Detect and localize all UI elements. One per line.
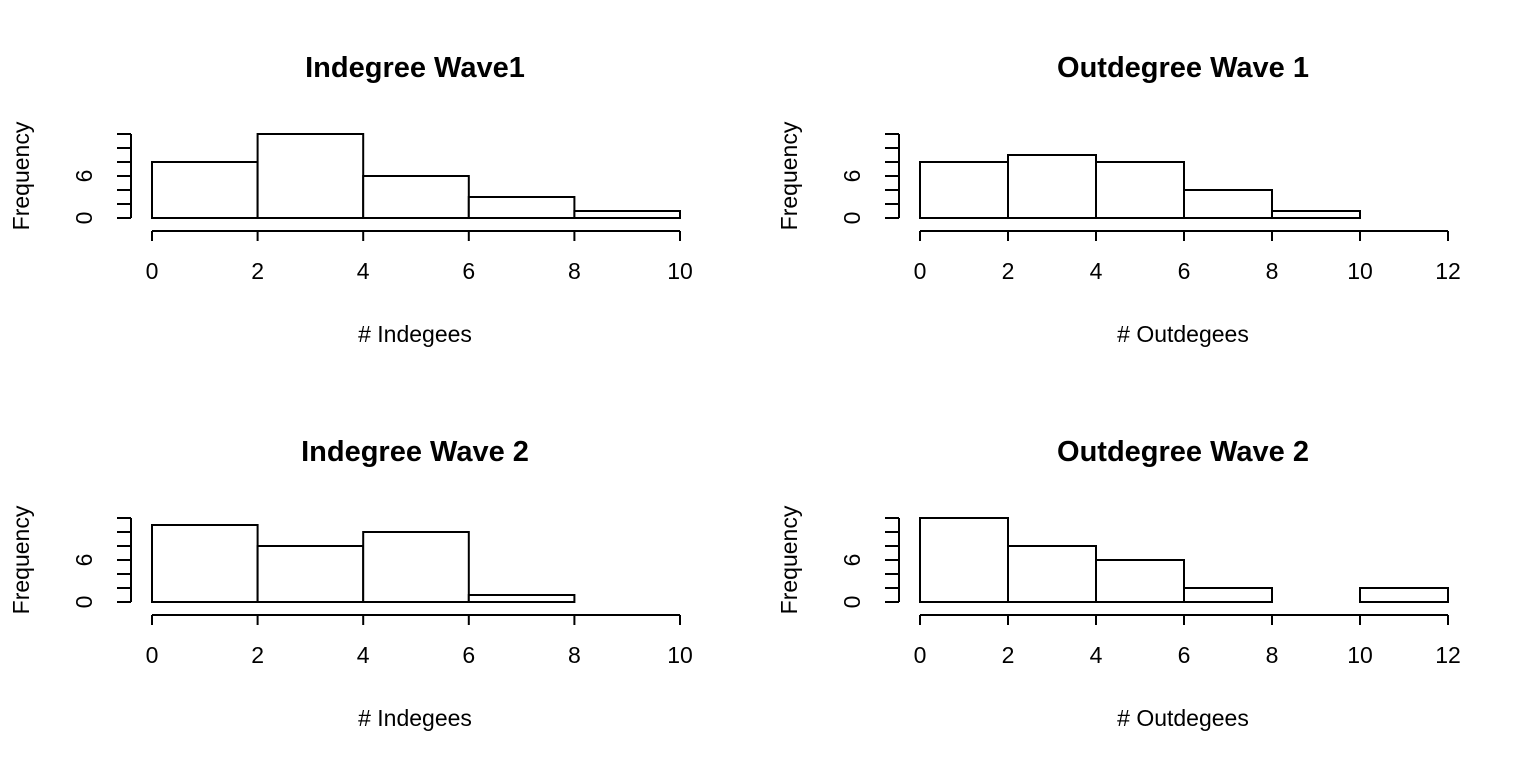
x-tick-label: 6 bbox=[462, 258, 475, 284]
x-tick-label: 6 bbox=[1178, 642, 1191, 668]
y-axis-label: Frequency bbox=[776, 505, 802, 614]
y-tick-label: 0 bbox=[839, 596, 865, 609]
histogram-bar bbox=[467, 196, 576, 219]
x-tick-label: 8 bbox=[1266, 258, 1279, 284]
x-axis-label: # Indegees bbox=[358, 321, 472, 347]
x-tick-label: 6 bbox=[1178, 258, 1191, 284]
histogram-bar bbox=[151, 524, 259, 603]
x-tick-label: 0 bbox=[914, 258, 927, 284]
x-tick-label: 2 bbox=[251, 642, 264, 668]
x-tick-label: 6 bbox=[462, 642, 475, 668]
panel-indegree-wave1: Indegree Wave1 # Indegees Frequency 0 2 4 6… bbox=[8, 52, 693, 347]
x-tick-label: 0 bbox=[146, 642, 159, 668]
chart-title: Outdegree Wave 1 bbox=[1057, 52, 1309, 84]
histogram-bar bbox=[362, 531, 470, 603]
x-tick-label: 8 bbox=[568, 258, 581, 284]
histogram-bar bbox=[1183, 587, 1273, 603]
histogram-bar bbox=[362, 175, 470, 219]
histogram-bar bbox=[256, 545, 365, 603]
chart-title: Outdegree Wave 2 bbox=[1057, 436, 1309, 468]
x-tick-label: 4 bbox=[357, 642, 370, 668]
y-axis-label: Frequency bbox=[776, 121, 802, 230]
x-tick-label: 10 bbox=[1347, 642, 1373, 668]
histogram-bar bbox=[1183, 189, 1273, 219]
x-tick-label: 8 bbox=[568, 642, 581, 668]
x-tick-label: 4 bbox=[1090, 642, 1103, 668]
x-tick-label: 2 bbox=[1002, 258, 1015, 284]
x-axis-label: # Outdegees bbox=[1117, 705, 1249, 731]
y-tick-label: 0 bbox=[71, 212, 97, 225]
x-tick-label: 4 bbox=[1090, 258, 1103, 284]
histogram-bar bbox=[573, 210, 682, 219]
y-axis-label: Frequency bbox=[8, 505, 34, 614]
x-tick-label: 12 bbox=[1435, 258, 1461, 284]
panel-indegree-wave2: Indegree Wave 2 # Indegees Frequency 0 2 4… bbox=[8, 436, 693, 731]
panel-outdegree-wave2: Outdegree Wave 2 # Outdegees Frequency 0… bbox=[776, 436, 1461, 731]
chart-title: Indegree Wave 2 bbox=[301, 436, 529, 468]
panel-outdegree-wave1: Outdegree Wave 1 # Outdegees Frequency 0… bbox=[776, 52, 1461, 347]
y-tick-label: 0 bbox=[839, 212, 865, 225]
histogram-bar bbox=[1271, 210, 1361, 219]
histogram-bar bbox=[1095, 559, 1185, 603]
histogram-bar bbox=[467, 594, 576, 603]
histogram-bar bbox=[1007, 154, 1097, 219]
histogram-bar bbox=[256, 133, 365, 219]
histogram-bar bbox=[919, 517, 1009, 603]
x-tick-label: 4 bbox=[357, 258, 370, 284]
y-axis-label: Frequency bbox=[8, 121, 34, 230]
x-tick-label: 10 bbox=[667, 642, 693, 668]
x-tick-label: 10 bbox=[667, 258, 693, 284]
x-tick-label: 0 bbox=[914, 642, 927, 668]
x-tick-label: 12 bbox=[1435, 642, 1461, 668]
histogram-bar bbox=[1007, 545, 1097, 603]
x-tick-label: 0 bbox=[146, 258, 159, 284]
histogram-bar bbox=[151, 161, 259, 219]
y-tick-label: 6 bbox=[71, 170, 97, 183]
x-tick-label: 2 bbox=[251, 258, 264, 284]
histogram-bar bbox=[919, 161, 1009, 219]
histogram-bar bbox=[1359, 587, 1449, 603]
x-tick-label: 8 bbox=[1266, 642, 1279, 668]
x-axis-label: # Outdegees bbox=[1117, 321, 1249, 347]
histogram-bar bbox=[1095, 161, 1185, 219]
x-axis-label: # Indegees bbox=[358, 705, 472, 731]
y-tick-label: 0 bbox=[71, 596, 97, 609]
y-tick-label: 6 bbox=[839, 170, 865, 183]
y-tick-label: 6 bbox=[839, 554, 865, 567]
chart-title: Indegree Wave1 bbox=[305, 52, 525, 84]
x-tick-label: 10 bbox=[1347, 258, 1373, 284]
y-tick-label: 6 bbox=[71, 554, 97, 567]
x-tick-label: 2 bbox=[1002, 642, 1015, 668]
